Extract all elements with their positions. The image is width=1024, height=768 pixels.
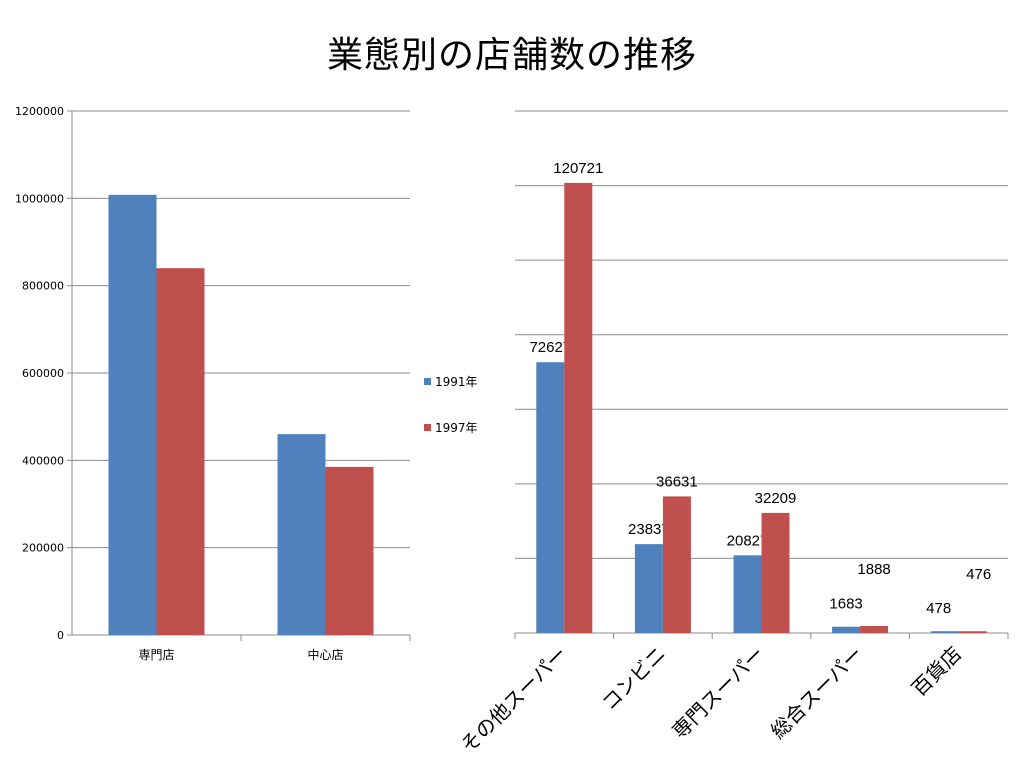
right-data-label-1991: 23837 — [628, 521, 670, 538]
right-x-tick-label: 総合スーパー — [766, 642, 868, 744]
left-y-tick-label: 600000 — [22, 367, 64, 380]
right-bar-1991 — [832, 626, 861, 633]
legend-label-1997: 1997年 — [435, 420, 478, 435]
right-data-label-1997: 32209 — [755, 490, 797, 507]
left-bar-1997 — [325, 466, 374, 635]
right-bar-1991 — [733, 555, 762, 633]
left-x-tick-label: 専門店 — [138, 648, 174, 662]
right-data-label-1997: 120721 — [553, 160, 603, 177]
right-bar-1997 — [662, 496, 691, 633]
right-x-tick-label: 専門スーパー — [667, 642, 769, 744]
right-data-label-1997: 36631 — [656, 473, 698, 490]
right-data-label-1991: 72627 — [529, 339, 571, 356]
right-x-tick-label: 百貨店 — [907, 642, 966, 701]
right-data-label-1991: 20827 — [727, 532, 769, 549]
right-data-label-1991: 1683 — [829, 596, 862, 613]
left-bar-1991 — [277, 434, 326, 635]
right-bar-1997 — [761, 512, 790, 633]
right-bar-1991 — [634, 544, 663, 633]
right-x-tick-label: その他スーパー — [456, 642, 572, 758]
right-data-label-1997: 476 — [966, 566, 991, 583]
legend-swatch-1997 — [424, 423, 431, 431]
legend: 1991年 1997年 — [424, 371, 478, 463]
right-bar-1997 — [860, 625, 889, 633]
right-bar-1991 — [930, 631, 959, 633]
right-bar-1997 — [564, 182, 593, 634]
right-data-label-1991: 478 — [926, 600, 951, 617]
right-bar-1997 — [958, 631, 987, 633]
chart-title: 業態別の店舗数の推移 — [326, 35, 697, 76]
legend-swatch-1991 — [424, 377, 431, 385]
left-bar-1997 — [156, 268, 205, 635]
left-y-tick-label: 1000000 — [15, 192, 64, 205]
legend-label-1991: 1991年 — [435, 374, 478, 389]
right-bar-1991 — [536, 362, 565, 633]
left-y-tick-label: 200000 — [22, 542, 64, 555]
legend-item-1991: 1991年 — [424, 371, 478, 391]
right-x-tick-label: コンビニ — [597, 642, 671, 716]
right-data-label-1997: 1888 — [857, 561, 890, 578]
left-bar-1991 — [108, 194, 157, 635]
left-y-tick-label: 1200000 — [15, 105, 64, 118]
left-y-tick-label: 0 — [57, 629, 64, 642]
legend-item-1997: 1997年 — [424, 417, 478, 437]
left-y-tick-label: 800000 — [22, 280, 64, 293]
left-x-tick-label: 中心店 — [307, 647, 343, 662]
left-y-tick-label: 400000 — [22, 454, 64, 467]
